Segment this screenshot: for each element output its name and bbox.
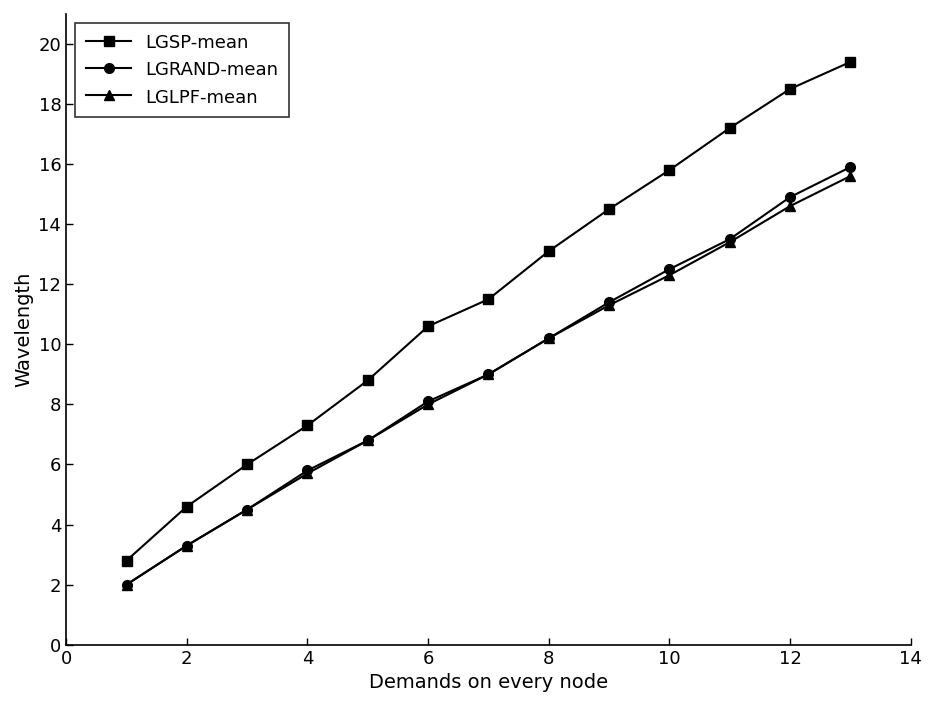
LGLPF-mean [241,505,253,514]
X-axis label: Demands on every node: Demands on every node [369,673,608,692]
LGSP-mean [784,85,796,93]
LGRAND-mean [784,193,796,201]
LGSP-mean [664,166,675,174]
LGSP-mean [844,58,856,66]
Line: LGRAND-mean: LGRAND-mean [122,162,856,590]
LGLPF-mean [483,370,494,378]
LGSP-mean [724,124,736,132]
Line: LGSP-mean: LGSP-mean [122,57,856,566]
LGLPF-mean [182,542,193,550]
LGLPF-mean [844,172,856,180]
LGSP-mean [604,205,615,213]
LGRAND-mean [604,298,615,306]
LGLPF-mean [543,334,554,342]
LGRAND-mean [483,370,494,378]
LGRAND-mean [844,163,856,172]
LGSP-mean [121,556,132,565]
LGRAND-mean [543,334,554,342]
LGRAND-mean [664,265,675,273]
LGRAND-mean [241,505,253,514]
LGRAND-mean [182,542,193,550]
Legend: LGSP-mean, LGRAND-mean, LGLPF-mean: LGSP-mean, LGRAND-mean, LGLPF-mean [75,23,289,117]
LGLPF-mean [784,202,796,210]
LGLPF-mean [604,301,615,309]
LGRAND-mean [422,397,433,406]
LGSP-mean [301,421,313,430]
LGSP-mean [422,322,433,330]
LGLPF-mean [422,400,433,409]
LGSP-mean [543,247,554,256]
LGRAND-mean [301,466,313,474]
LGRAND-mean [724,235,736,244]
LGRAND-mean [121,580,132,589]
LGLPF-mean [724,238,736,246]
LGLPF-mean [664,271,675,280]
LGLPF-mean [121,580,132,589]
LGSP-mean [362,376,373,385]
LGSP-mean [483,295,494,304]
LGRAND-mean [362,436,373,445]
LGLPF-mean [301,469,313,478]
Line: LGLPF-mean: LGLPF-mean [122,172,856,590]
LGSP-mean [182,502,193,510]
LGLPF-mean [362,436,373,445]
Y-axis label: Wavelength: Wavelength [14,272,33,387]
LGSP-mean [241,460,253,469]
